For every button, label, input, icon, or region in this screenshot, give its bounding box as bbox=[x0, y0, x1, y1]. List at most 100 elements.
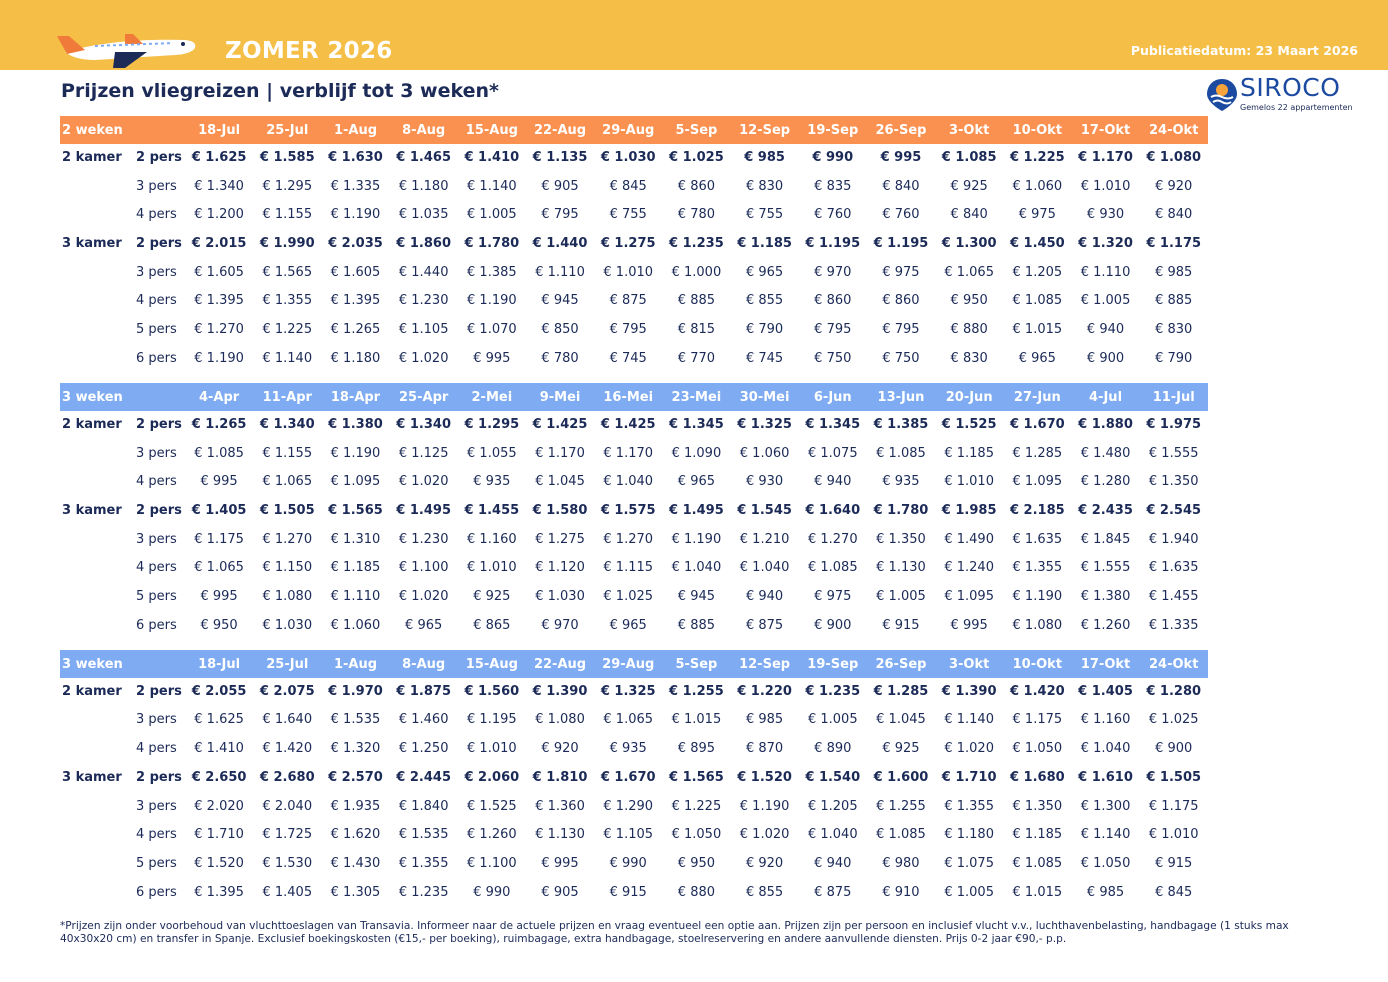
price-cell: € 1.195 bbox=[467, 712, 517, 728]
room-spacer bbox=[60, 287, 130, 316]
price-cell: € 1.425 bbox=[532, 416, 588, 432]
price-cell: € 1.340 bbox=[194, 178, 244, 194]
price-cell: € 995 bbox=[200, 474, 238, 490]
price-cell: € 850 bbox=[541, 322, 579, 338]
price-cell: € 885 bbox=[677, 293, 716, 309]
price-cell: € 1.265 bbox=[330, 322, 381, 338]
header-spacer bbox=[130, 116, 185, 144]
price-cell: € 1.270 bbox=[262, 531, 313, 547]
price-cell: € 1.270 bbox=[603, 531, 654, 547]
price-cell: € 900 bbox=[1086, 350, 1125, 366]
price-cell: € 1.005 bbox=[807, 712, 858, 728]
price-cell: € 1.295 bbox=[262, 178, 313, 194]
room-spacer bbox=[60, 316, 130, 345]
price-cell: € 1.085 bbox=[807, 560, 858, 576]
price-cell: € 1.380 bbox=[1080, 589, 1131, 605]
price-cell: € 965 bbox=[745, 264, 784, 280]
date-header: 26-Sep bbox=[866, 649, 936, 678]
price-cell: € 1.355 bbox=[944, 798, 994, 814]
room-spacer bbox=[60, 735, 130, 764]
price-cell: € 1.440 bbox=[532, 236, 588, 252]
price-cell: € 1.265 bbox=[191, 416, 247, 432]
price-cell: € 755 bbox=[609, 207, 647, 223]
price-cell: € 1.990 bbox=[259, 236, 315, 252]
price-cell: € 1.360 bbox=[535, 798, 585, 814]
price-cell: € 1.055 bbox=[467, 445, 517, 461]
price-cell: € 1.335 bbox=[330, 178, 381, 194]
date-header: 24-Okt bbox=[1139, 649, 1208, 678]
room-spacer bbox=[60, 345, 130, 374]
price-cell: € 1.150 bbox=[262, 560, 313, 576]
price-cell: € 1.845 bbox=[1080, 531, 1131, 547]
room-spacer bbox=[60, 554, 130, 583]
price-cell: € 1.045 bbox=[535, 474, 585, 490]
price-cell: € 935 bbox=[609, 741, 647, 757]
price-cell: € 1.040 bbox=[603, 474, 654, 490]
price-cell: € 915 bbox=[609, 884, 647, 900]
price-cell: € 2.545 bbox=[1146, 502, 1202, 518]
price-cell: € 1.635 bbox=[1012, 531, 1063, 547]
price-cell: € 1.070 bbox=[467, 322, 517, 338]
price-cell: € 1.065 bbox=[194, 560, 244, 576]
room-spacer bbox=[60, 440, 130, 469]
persons-label: 4 pers bbox=[136, 207, 177, 223]
date-header: 8-Aug bbox=[389, 649, 458, 678]
price-cell: € 1.190 bbox=[739, 798, 790, 814]
price-cell: € 1.310 bbox=[330, 531, 381, 547]
price-cell: € 1.185 bbox=[1012, 827, 1063, 843]
price-cell: € 1.110 bbox=[535, 264, 585, 280]
price-cell: € 795 bbox=[609, 322, 647, 338]
price-cell: € 860 bbox=[677, 178, 716, 194]
price-cell: € 1.295 bbox=[464, 416, 520, 432]
room-spacer bbox=[60, 173, 130, 202]
price-cell: € 1.460 bbox=[398, 712, 449, 728]
date-header: 19-Sep bbox=[798, 649, 867, 678]
price-cell: € 1.355 bbox=[1012, 560, 1063, 576]
price-cell: € 2.040 bbox=[262, 798, 313, 814]
price-cell: € 1.620 bbox=[330, 827, 381, 843]
logo-icon bbox=[1207, 79, 1237, 111]
price-cell: € 1.005 bbox=[876, 589, 926, 605]
persons-label: 3 pers bbox=[136, 531, 177, 547]
price-cell: € 830 bbox=[950, 350, 988, 366]
price-cell: € 1.625 bbox=[191, 150, 247, 165]
price-cell: € 1.520 bbox=[194, 855, 244, 871]
date-header: 29-Aug bbox=[594, 116, 663, 144]
price-cell: € 845 bbox=[609, 178, 647, 194]
price-cell: € 1.230 bbox=[398, 293, 449, 309]
date-header: 25-Jul bbox=[253, 649, 322, 678]
price-cell: € 2.570 bbox=[328, 769, 383, 785]
price-cell: € 830 bbox=[1155, 322, 1193, 338]
price-cell: € 1.355 bbox=[262, 293, 313, 309]
price-cell: € 995 bbox=[200, 589, 238, 605]
price-cell: € 860 bbox=[814, 293, 852, 309]
persons-label: 3 pers bbox=[136, 712, 177, 728]
price-cell: € 1.020 bbox=[739, 827, 790, 843]
price-cell: € 995 bbox=[473, 350, 511, 366]
price-cell: € 1.600 bbox=[873, 769, 929, 785]
price-cell: € 1.190 bbox=[194, 350, 244, 366]
price-cell: € 760 bbox=[882, 207, 920, 223]
price-cell: € 815 bbox=[677, 322, 716, 338]
price-cell: € 1.340 bbox=[259, 416, 315, 432]
price-cell: € 1.020 bbox=[398, 589, 449, 605]
price-cell: € 1.020 bbox=[944, 741, 994, 757]
price-cell: € 1.420 bbox=[262, 741, 313, 757]
price-cell: € 985 bbox=[1086, 884, 1125, 900]
date-header: 11-Apr bbox=[253, 382, 322, 411]
date-header: 11-Jul bbox=[1139, 382, 1208, 411]
price-cell: € 1.085 bbox=[1012, 855, 1063, 871]
price-cell: € 1.175 bbox=[1148, 798, 1199, 814]
price-cell: € 1.185 bbox=[330, 560, 381, 576]
price-cell: € 875 bbox=[609, 293, 647, 309]
price-cell: € 970 bbox=[541, 617, 579, 633]
room-spacer bbox=[60, 612, 130, 641]
price-section: 2 weken 18-Jul 25-Jul 1-Aug 8-Aug 15-Aug 22-Au… bbox=[60, 116, 1208, 374]
room-spacer bbox=[60, 706, 130, 735]
room-label: 2 kamer bbox=[62, 416, 122, 432]
price-cell: € 1.350 bbox=[1148, 474, 1199, 490]
price-cell: € 1.565 bbox=[262, 264, 313, 280]
date-header: 22-Aug bbox=[525, 649, 595, 678]
persons-label: 4 pers bbox=[136, 827, 177, 843]
section-label: 3 weken bbox=[60, 382, 130, 411]
